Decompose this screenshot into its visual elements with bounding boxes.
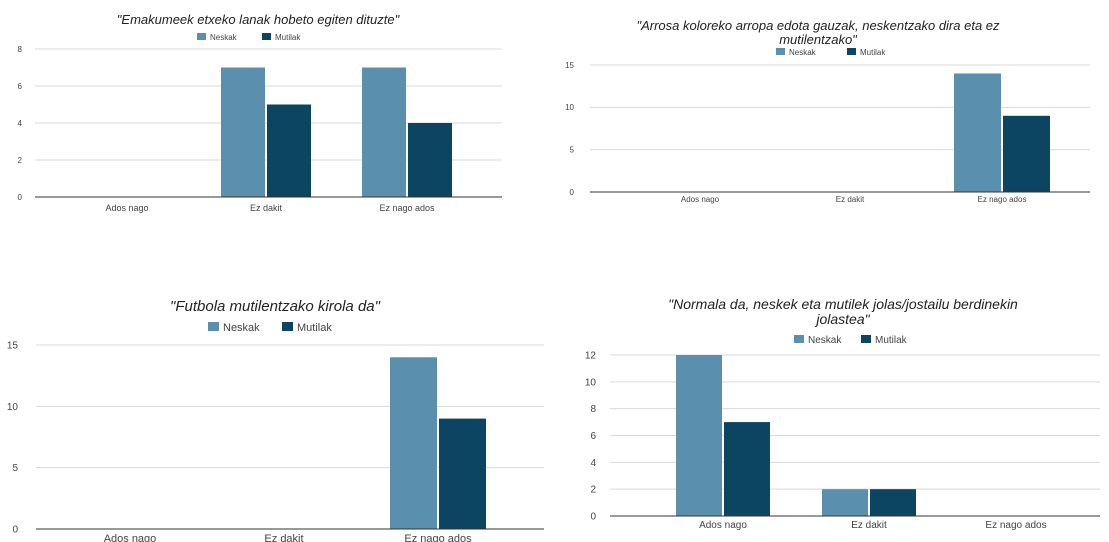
chart-3-legend-label-neskak: Neskak	[223, 322, 260, 334]
chart-2-title-line-1: "Arrosa koloreko arropa edota gauzak, ne…	[636, 18, 1000, 33]
chart-3-y-tick-label: 0	[12, 525, 18, 536]
chart-3-category-label: Ados nago	[104, 533, 157, 542]
chart-1-y-tick-label: 6	[18, 82, 23, 91]
chart-3-svg: "Futbola mutilentzako kirola da" Neskak …	[7, 298, 544, 542]
chart-3-legend: Neskak Mutilak	[208, 322, 332, 334]
chart-3-y-tick-label: 5	[12, 463, 18, 474]
chart-3-y-tick-label: 10	[7, 402, 19, 413]
chart-2-svg: "Arrosa koloreko arropa edota gauzak, ne…	[565, 18, 1090, 204]
chart-3-legend-swatch-mutilak	[282, 322, 293, 331]
chart-2-legend: Neskak Mutilak	[776, 48, 886, 57]
chart-4-category-label: Ez dakit	[851, 520, 887, 531]
chart-1-category-label: Ez nago ados	[379, 203, 435, 213]
chart-2-legend-label-neskak: Neskak	[789, 48, 817, 57]
chart-2-title-line-2: mutilentzako"	[779, 32, 858, 47]
chart-4-y-tick-label: 4	[590, 458, 596, 469]
chart-2-legend-swatch-neskak	[776, 48, 785, 55]
chart-2-legend-swatch-mutilak	[847, 48, 856, 55]
chart-1-legend-label-neskak: Neskak	[210, 33, 238, 42]
chart-4-panel: "Normala da, neskek eta mutilek jolas/jo…	[580, 285, 1109, 542]
chart-3-category-label: Ez dakit	[264, 533, 303, 542]
chart-2-legend-label-mutilak: Mutilak	[860, 48, 886, 57]
chart-4-y-tick-label: 8	[590, 404, 596, 415]
chart-4-title-line-1: "Normala da, neskek eta mutilek jolas/jo…	[668, 296, 1018, 312]
chart-4-y-tick-label: 12	[585, 351, 597, 362]
chart-2-y-tick-label: 5	[570, 145, 575, 154]
chart-1-bar-neskak-2	[221, 67, 265, 197]
chart-3-bar-mutilak-3	[439, 418, 486, 529]
chart-2-category-label: Ados nago	[681, 195, 720, 204]
chart-1-bar-mutilak-3	[408, 123, 452, 197]
chart-1-y-tick-label: 0	[18, 193, 23, 202]
chart-2-category-label: Ez dakit	[836, 195, 865, 204]
chart-1-category-label: Ados nago	[105, 203, 148, 213]
chart-4-bar-mutilak-1	[724, 422, 770, 516]
chart-3-y-tick-label: 15	[7, 341, 19, 352]
chart-4-category-label: Ez nago ados	[985, 520, 1046, 531]
chart-4-bar-neskak-2	[822, 489, 868, 516]
chart-2-y-tick-label: 15	[565, 61, 574, 70]
chart-4-y-tick-label: 2	[590, 485, 596, 496]
chart-4-legend: Neskak Mutilak	[794, 335, 908, 346]
chart-4-bar-mutilak-2	[870, 489, 916, 516]
chart-4-y-tick-label: 0	[590, 512, 596, 523]
chart-4-legend-swatch-mutilak	[861, 335, 871, 343]
chart-2-bar-mutilak-3	[1003, 115, 1050, 192]
chart-4-bar-neskak-1	[676, 355, 722, 516]
chart-4-legend-swatch-neskak	[794, 335, 804, 343]
chart-4-title-line-2: jolastea"	[814, 311, 870, 327]
chart-1-legend-swatch-mutilak	[262, 33, 271, 40]
chart-1-legend-label-mutilak: Mutilak	[275, 33, 301, 42]
chart-4-y-tick-label: 10	[585, 377, 597, 388]
chart-4-legend-label-neskak: Neskak	[808, 335, 842, 346]
chart-2-title: "Arrosa koloreko arropa edota gauzak, ne…	[636, 18, 1000, 47]
chart-2-y-tick-label: 10	[565, 103, 574, 112]
chart-1-y-tick-label: 2	[18, 156, 23, 165]
chart-2-category-label: Ez nago ados	[978, 195, 1027, 204]
chart-3-panel: "Futbola mutilentzako kirola da" Neskak …	[0, 285, 560, 542]
chart-4-legend-label-mutilak: Mutilak	[875, 335, 908, 346]
chart-1-legend-swatch-neskak	[197, 33, 206, 40]
chart-1-title: "Emakumeek etxeko lanak hobeto egiten di…	[117, 12, 401, 27]
chart-3-category-label: Ez nago ados	[404, 533, 472, 542]
chart-1-y-tick-label: 8	[18, 45, 23, 54]
chart-4-category-label: Ados nago	[699, 520, 747, 531]
chart-1-bar-neskak-3	[362, 67, 406, 197]
chart-2-y-tick-label: 0	[570, 188, 575, 197]
chart-1-category-label: Ez dakit	[250, 203, 283, 213]
chart-1-legend: Neskak Mutilak	[197, 33, 301, 42]
chart-1-bar-mutilak-2	[267, 104, 311, 197]
chart-4-title: "Normala da, neskek eta mutilek jolas/jo…	[668, 296, 1018, 327]
chart-2-bar-neskak-3	[954, 73, 1001, 192]
chart-1-y-tick-label: 4	[18, 119, 23, 128]
chart-4-svg: "Normala da, neskek eta mutilek jolas/jo…	[585, 296, 1100, 531]
chart-2-panel: "Arrosa koloreko arropa edota gauzak, ne…	[560, 0, 1109, 230]
chart-3-bar-neskak-3	[390, 357, 437, 529]
chart-1-svg: "Emakumeek etxeko lanak hobeto egiten di…	[18, 12, 502, 213]
chart-1-panel: "Emakumeek etxeko lanak hobeto egiten di…	[0, 0, 520, 230]
chart-3-legend-label-mutilak: Mutilak	[297, 322, 332, 334]
chart-4-y-tick-label: 6	[590, 431, 596, 442]
chart-3-title: "Futbola mutilentzako kirola da"	[170, 298, 381, 315]
chart-3-legend-swatch-neskak	[208, 322, 219, 331]
